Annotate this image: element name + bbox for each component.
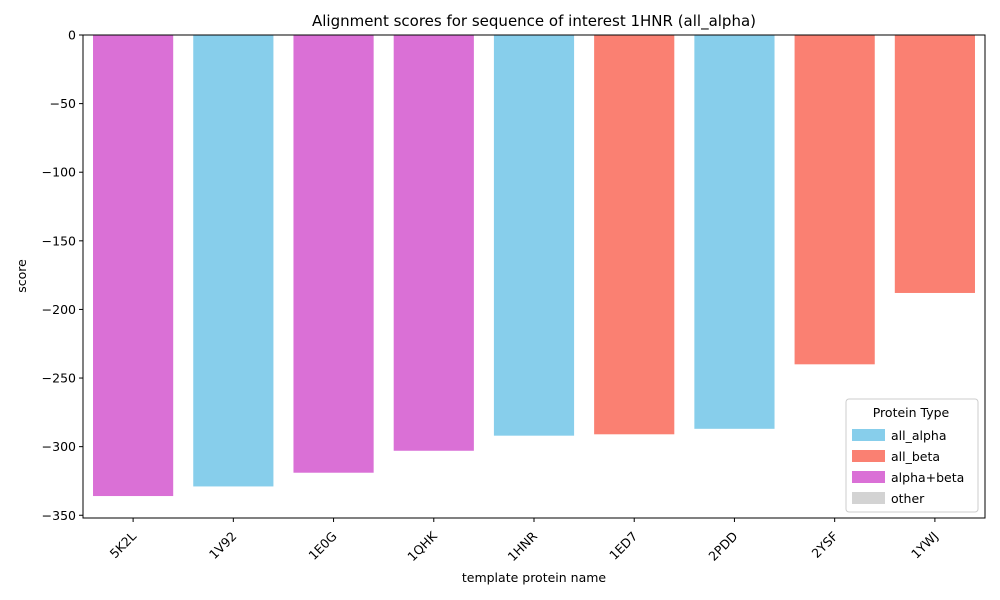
x-tick-label: 2PDD xyxy=(705,529,740,564)
y-tick-label: −250 xyxy=(42,371,76,386)
x-axis-label: template protein name xyxy=(462,570,607,585)
x-tick-label: 1YWJ xyxy=(908,529,941,562)
x-tick-label: 1ED7 xyxy=(606,529,640,563)
x-tick-label: 1V92 xyxy=(206,529,240,563)
y-tick-label: −50 xyxy=(50,96,76,111)
bar-2pdd xyxy=(694,35,775,429)
x-tick-label: 5K2L xyxy=(107,528,140,561)
bar-1ywj xyxy=(894,35,975,293)
legend: Protein Type all_alpha all_beta alpha+beta… xyxy=(845,398,979,513)
bar-1e0g xyxy=(293,35,374,473)
y-tick-label: 0 xyxy=(68,28,76,43)
bar-5k2l xyxy=(93,35,174,497)
x-tick-label: 1E0G xyxy=(305,529,339,563)
y-tick-label: −150 xyxy=(42,233,76,248)
legend-entries: all_alpha all_beta alpha+beta other xyxy=(852,428,964,506)
y-tick-label: −300 xyxy=(42,439,76,454)
legend-swatch-alpha-beta xyxy=(852,471,885,483)
legend-label: alpha+beta xyxy=(891,470,964,485)
bars-group xyxy=(93,35,975,497)
x-tick-label: 2YSF xyxy=(808,529,840,561)
bar-1qhk xyxy=(393,35,474,451)
chart-title: Alignment scores for sequence of interes… xyxy=(312,12,756,31)
y-tick-label: −200 xyxy=(42,302,76,317)
bar-2ysf xyxy=(794,35,875,365)
y-axis-label: score xyxy=(14,259,29,293)
legend-frame xyxy=(845,398,979,513)
x-tick-label: 1QHK xyxy=(404,528,440,564)
legend-label: all_alpha xyxy=(891,428,947,443)
legend-label: all_beta xyxy=(891,449,940,464)
legend-title: Protein Type xyxy=(873,405,950,420)
legend-swatch-all_alpha xyxy=(852,429,885,441)
bar-1v92 xyxy=(193,35,274,487)
y-tick-label: −100 xyxy=(42,165,76,180)
legend-swatch-all_beta xyxy=(852,450,885,462)
bar-1ed7 xyxy=(594,35,675,435)
x-tick-label: 1HNR xyxy=(504,528,540,564)
legend-swatch-other xyxy=(852,492,885,504)
legend-label: other xyxy=(891,491,925,506)
y-tick-label: −350 xyxy=(42,508,76,523)
bar-1hnr xyxy=(493,35,575,436)
